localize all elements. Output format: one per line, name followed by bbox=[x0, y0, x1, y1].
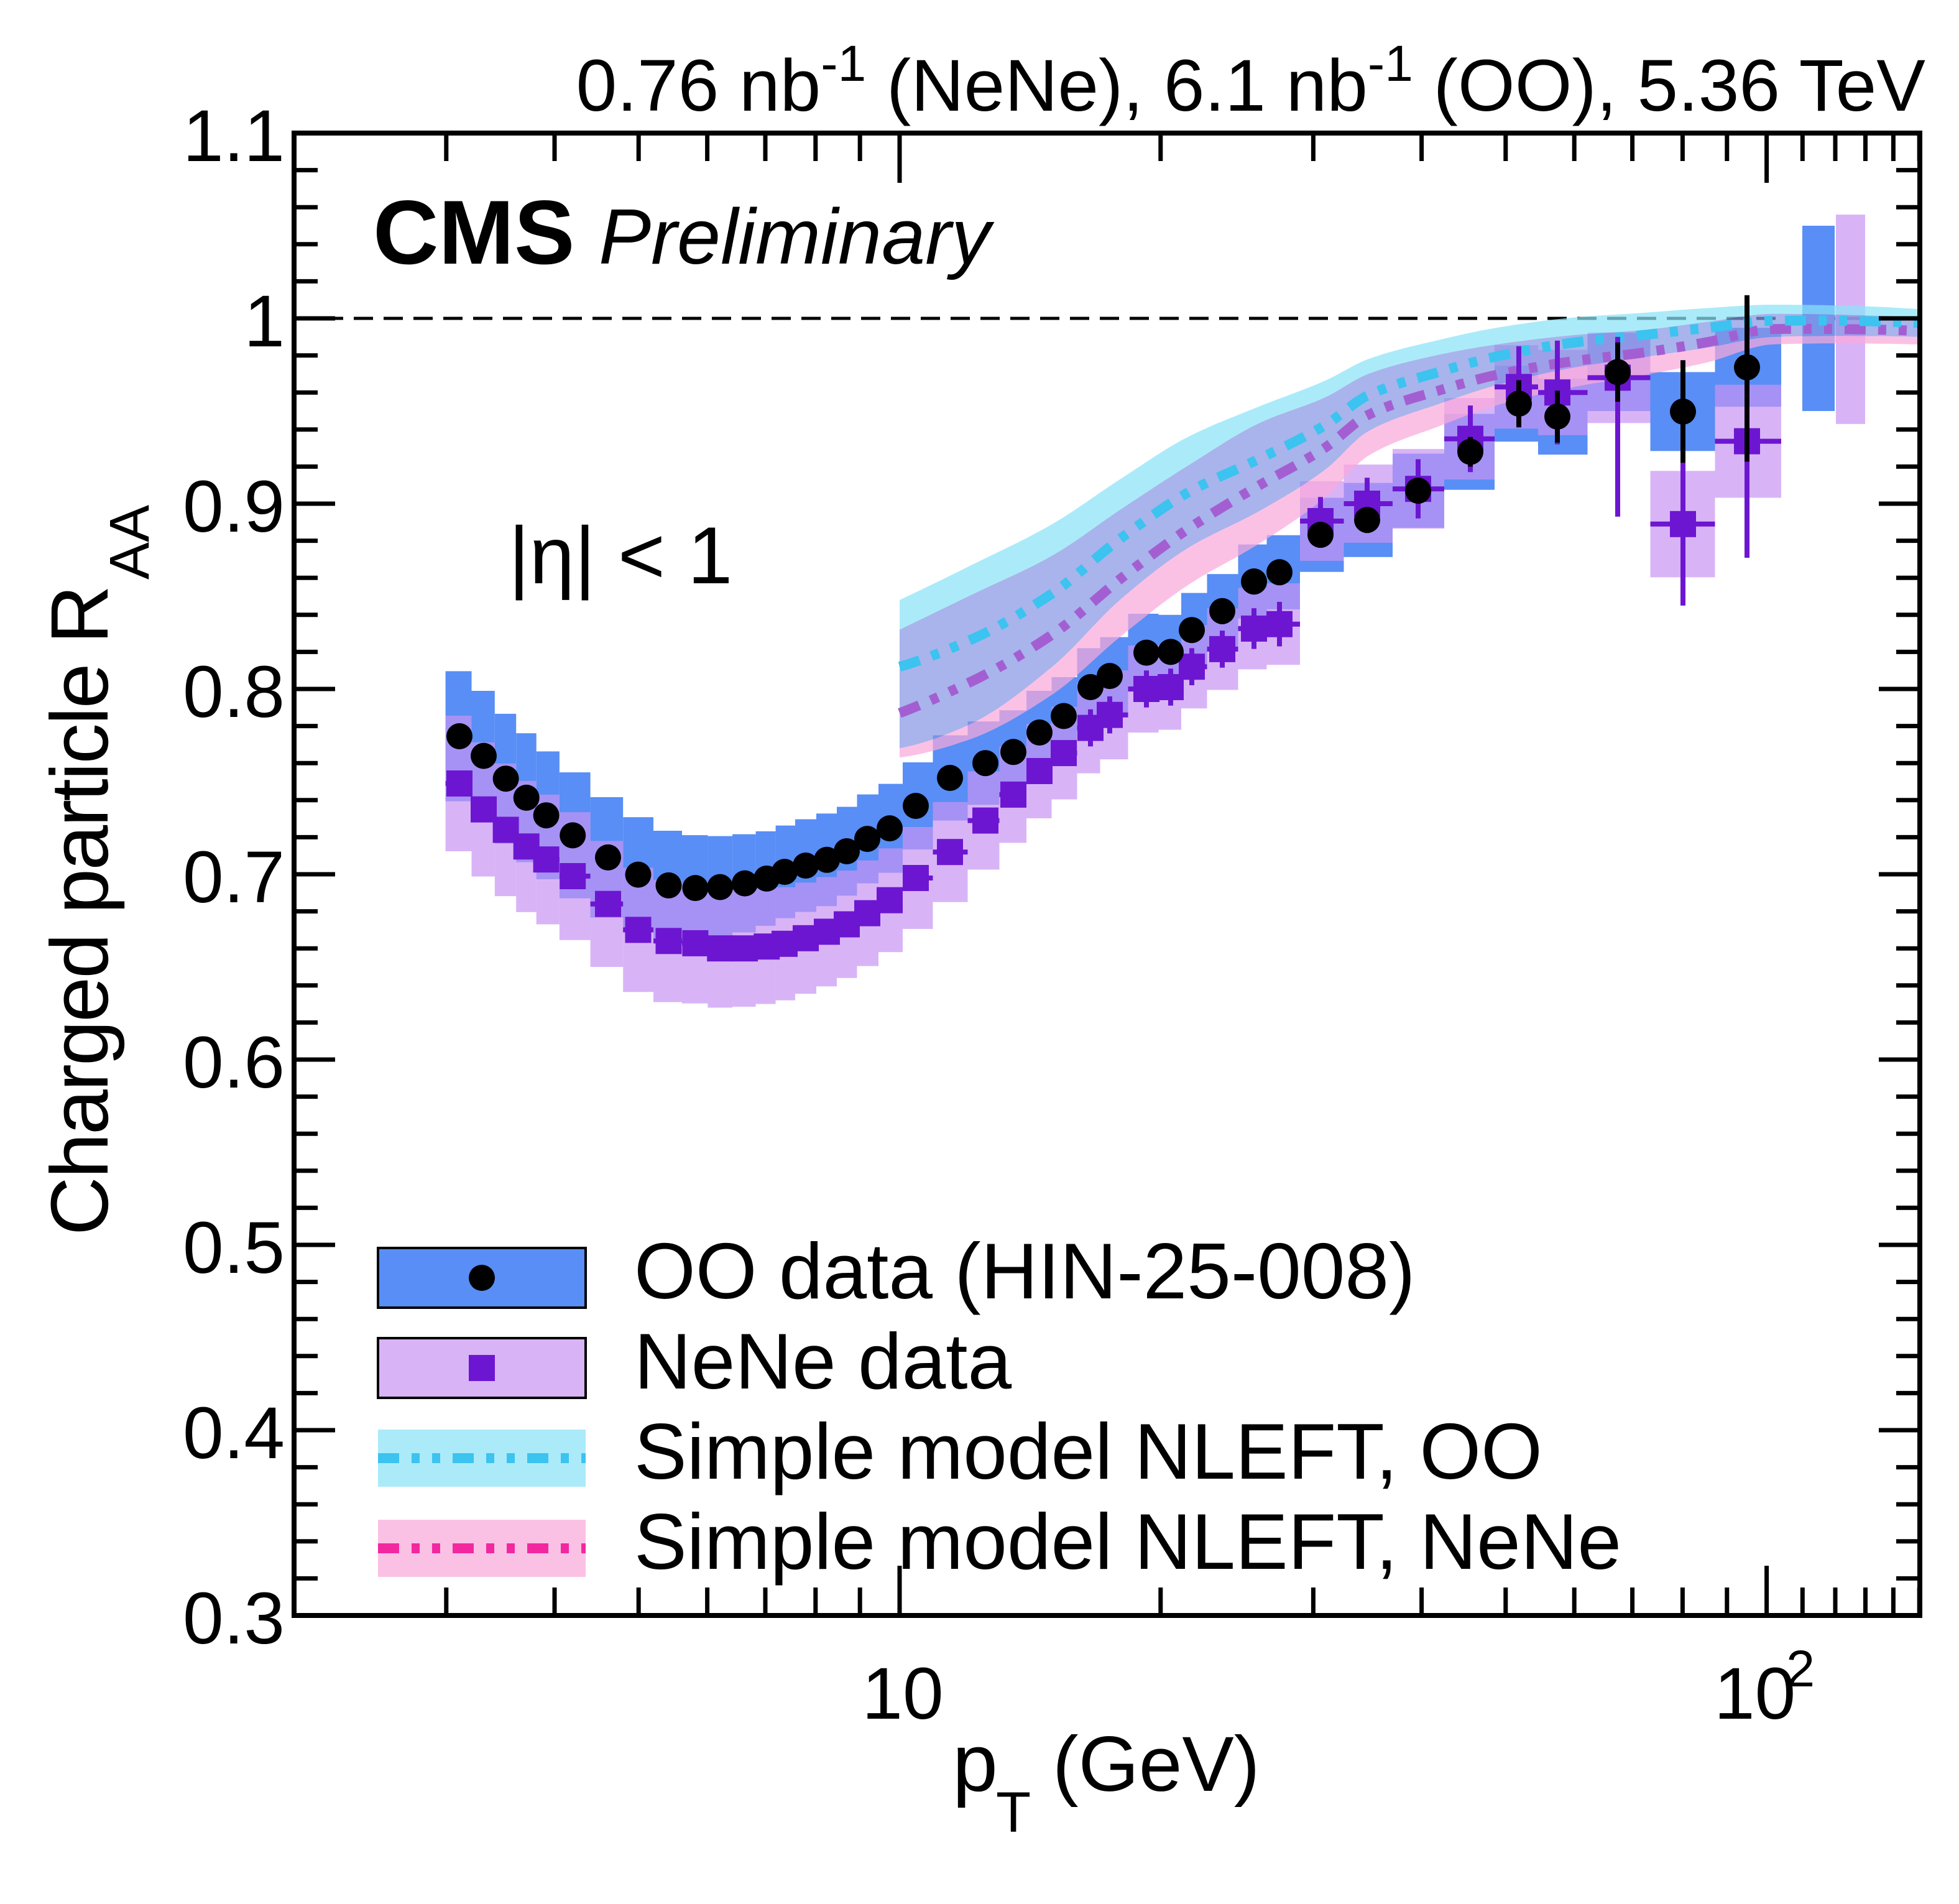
svg-text:1.1: 1.1 bbox=[183, 95, 285, 177]
svg-text:p: p bbox=[952, 1717, 998, 1808]
svg-text:NeNe data: NeNe data bbox=[634, 1317, 1012, 1405]
svg-text:(GeV): (GeV) bbox=[1053, 1721, 1260, 1808]
svg-text:0.7: 0.7 bbox=[183, 836, 285, 918]
svg-text:Charged particle R: Charged particle R bbox=[34, 585, 125, 1236]
svg-text:10: 10 bbox=[1714, 1653, 1795, 1735]
svg-text:0.3: 0.3 bbox=[183, 1578, 285, 1660]
svg-text:0.9: 0.9 bbox=[183, 466, 285, 548]
svg-text:Simple model NLEFT, NeNe: Simple model NLEFT, NeNe bbox=[634, 1497, 1621, 1586]
svg-text:1: 1 bbox=[244, 280, 285, 363]
svg-text:Simple model NLEFT, OO: Simple model NLEFT, OO bbox=[634, 1407, 1542, 1495]
svg-text:OO data (HIN-25-008): OO data (HIN-25-008) bbox=[634, 1227, 1415, 1315]
svg-text:10: 10 bbox=[862, 1653, 943, 1735]
svg-text:0.5: 0.5 bbox=[183, 1207, 285, 1289]
svg-text:|η| < 1: |η| < 1 bbox=[509, 510, 732, 601]
svg-text:CMS: CMS bbox=[373, 182, 574, 283]
svg-text:2: 2 bbox=[1786, 1640, 1815, 1698]
svg-text:T: T bbox=[996, 1781, 1031, 1844]
svg-text:AA: AA bbox=[99, 505, 161, 580]
svg-text:0.8: 0.8 bbox=[183, 651, 285, 733]
svg-text:Preliminary: Preliminary bbox=[599, 193, 995, 280]
svg-text:0.76 nb-1 (NeNe), 6.1 nb-1 (OO: 0.76 nb-1 (NeNe), 6.1 nb-1 (OO), 5.36 Te… bbox=[576, 35, 1926, 127]
svg-text:0.4: 0.4 bbox=[183, 1392, 285, 1474]
svg-text:0.6: 0.6 bbox=[183, 1022, 285, 1104]
